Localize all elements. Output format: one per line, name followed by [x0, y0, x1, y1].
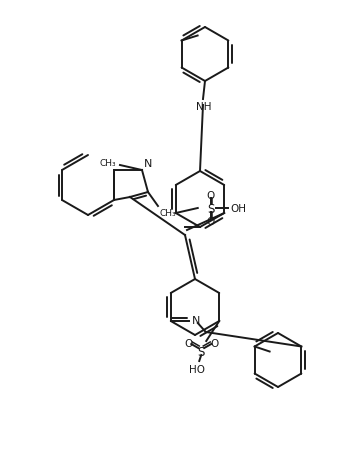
- Text: O: O: [210, 338, 219, 348]
- Text: S: S: [198, 345, 205, 358]
- Text: O: O: [207, 217, 215, 227]
- Text: O: O: [207, 191, 215, 201]
- Text: CH₃: CH₃: [160, 208, 176, 217]
- Text: N: N: [144, 159, 152, 169]
- Text: S: S: [207, 202, 214, 215]
- Text: CH₃: CH₃: [100, 158, 116, 167]
- Text: N: N: [192, 315, 200, 325]
- Text: NH: NH: [196, 102, 212, 112]
- Text: HO: HO: [189, 364, 205, 374]
- Text: O: O: [184, 338, 192, 348]
- Text: OH: OH: [231, 203, 247, 213]
